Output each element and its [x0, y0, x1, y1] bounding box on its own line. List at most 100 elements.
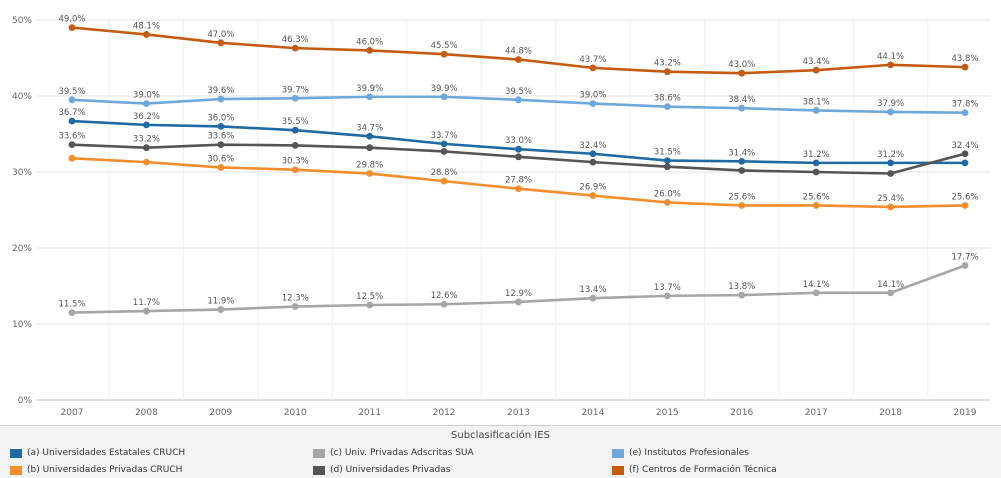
data-label: 39.0% [579, 91, 606, 101]
data-label: 33.7% [431, 131, 458, 141]
data-label: 46.3% [282, 35, 309, 45]
data-label: 25.6% [951, 192, 978, 202]
legend-label-e: (e) Institutos Profesionales [629, 448, 749, 458]
data-point [738, 167, 746, 174]
data-point [663, 68, 671, 76]
data-point [589, 64, 597, 72]
x-tick-label: 2008 [135, 408, 158, 418]
legend-label-d: (d) Universidades Privadas [330, 465, 451, 475]
data-label: 36.7% [58, 108, 85, 118]
data-label: 11.5% [58, 300, 85, 310]
data-point [515, 153, 522, 161]
data-point [515, 96, 522, 104]
axes: 0% 10% 20% 30% 40% 50% 2007 2008 2009 2010 2011 201… [12, 16, 977, 418]
legend-item-c[interactable]: (c) Univ. Privadas Adscritas SUA [313, 447, 474, 459]
data-label: 44.8% [505, 47, 532, 57]
legend-item-d[interactable]: (d) Universidades Privadas [313, 464, 450, 476]
data-point [663, 157, 671, 165]
data-label: 38.4% [728, 95, 755, 105]
gridlines [36, 19, 990, 401]
data-label: 43.0% [728, 60, 755, 70]
data-point [961, 159, 969, 167]
legend-swatch-c [313, 448, 325, 458]
y-tick-label: 0% [18, 396, 33, 406]
data-point [887, 108, 894, 116]
data-point [440, 300, 448, 308]
legend-item-f[interactable]: (f) Centros de Formación Técnica [612, 464, 777, 476]
data-point [440, 148, 448, 155]
legend-label-f: (f) Centros de Formación Técnica [629, 465, 777, 475]
data-labels: 36.7% 36.2% 36.0% 35.5% 34.7% 33.7% 33.0% 32.4%… [58, 15, 978, 310]
data-label: 31.2% [803, 150, 830, 160]
data-point [515, 145, 522, 153]
x-tick-label: 2017 [805, 408, 828, 418]
data-label: 11.7% [133, 298, 160, 308]
data-point [515, 185, 522, 193]
data-point [143, 121, 150, 129]
data-label: 43.7% [579, 55, 606, 65]
legend-swatch-f [612, 465, 624, 475]
data-point [589, 150, 597, 158]
data-label: 25.6% [803, 192, 830, 202]
data-point [961, 202, 969, 209]
legend-title: Subclasificación IES [451, 430, 550, 441]
data-point [366, 132, 374, 140]
data-label: 36.2% [133, 112, 160, 122]
data-point [961, 262, 969, 269]
data-point [887, 61, 894, 69]
legend-label-a: (a) Universidades Estatales CRUCH [27, 448, 186, 458]
data-label: 29.8% [356, 161, 383, 171]
x-tick-label: 2010 [284, 408, 307, 418]
legend-item-b[interactable]: (b) Universidades Privadas CRUCH [10, 464, 182, 476]
data-point [663, 199, 671, 206]
data-point [738, 157, 746, 165]
data-point [68, 96, 76, 104]
data-point [812, 168, 820, 176]
data-point [515, 56, 522, 63]
data-point [812, 107, 820, 114]
data-point [738, 104, 746, 112]
data-label: 39.5% [58, 87, 85, 97]
data-label: 12.3% [282, 294, 309, 304]
series-group [68, 24, 969, 316]
data-label: 12.9% [505, 289, 532, 299]
data-label: 39.7% [282, 85, 309, 95]
data-label: 13.4% [579, 285, 606, 295]
data-point [887, 170, 894, 177]
x-tick-label: 2016 [730, 408, 753, 418]
data-label: 43.4% [803, 57, 830, 67]
data-label: 39.5% [505, 87, 532, 97]
legend-item-a[interactable]: (a) Universidades Estatales CRUCH [10, 447, 185, 459]
data-point [440, 140, 448, 148]
data-label: 43.8% [951, 54, 978, 64]
legend-item-e[interactable]: (e) Institutos Profesionales [612, 447, 749, 459]
data-label: 12.5% [356, 292, 383, 302]
data-point [143, 158, 150, 166]
x-tick-label: 2019 [954, 408, 977, 418]
data-point [663, 292, 671, 300]
data-point [589, 158, 597, 166]
legend-swatch-e [612, 448, 624, 458]
data-point [143, 307, 150, 315]
data-point [589, 100, 597, 107]
data-label: 39.9% [356, 84, 383, 94]
data-label: 33.6% [207, 132, 234, 142]
data-point [887, 289, 894, 297]
data-label: 39.6% [207, 86, 234, 96]
data-label: 46.0% [356, 37, 383, 47]
data-point [217, 164, 225, 171]
data-point [589, 294, 597, 302]
data-label: 48.1% [133, 21, 160, 31]
data-point [887, 159, 894, 167]
y-tick-label: 40% [12, 92, 32, 102]
x-tick-label: 2013 [507, 408, 530, 418]
data-label: 45.5% [431, 41, 458, 51]
data-point [68, 309, 76, 316]
data-point [143, 31, 150, 38]
data-label: 25.4% [877, 194, 904, 204]
data-label: 31.2% [877, 150, 904, 160]
data-point [291, 303, 299, 310]
data-point [812, 66, 820, 74]
legend-swatch-a [10, 448, 22, 458]
data-label: 30.6% [207, 154, 234, 164]
